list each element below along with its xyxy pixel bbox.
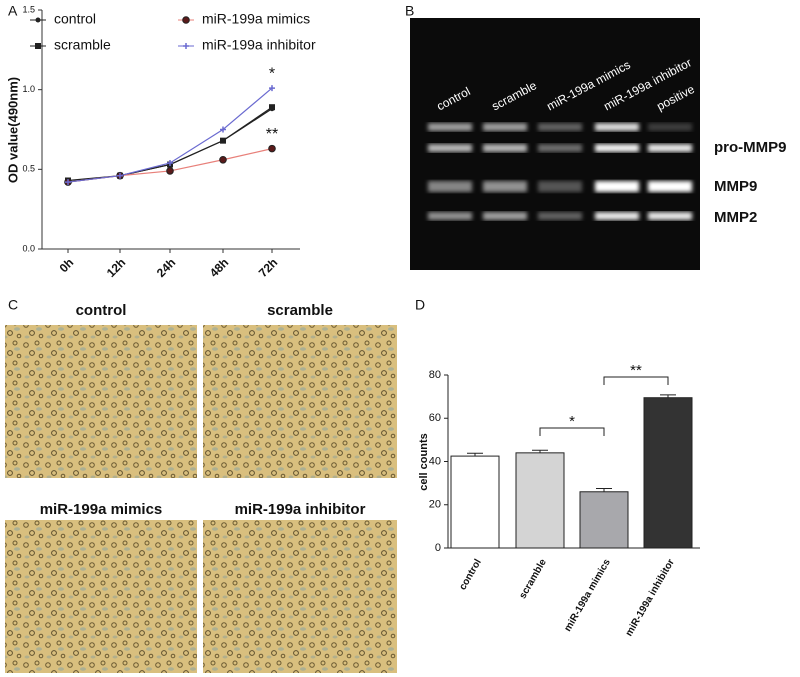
significance-bracket <box>539 427 605 436</box>
gel-band <box>483 181 527 192</box>
error-bar <box>596 488 612 492</box>
gel-band <box>483 144 527 152</box>
gel-band <box>595 123 639 131</box>
micrograph-title: miR-199a mimics <box>40 501 163 518</box>
bar <box>643 397 693 549</box>
band-label: MMP2 <box>714 209 757 226</box>
panel-label: D <box>415 297 425 313</box>
panel-label: B <box>405 3 414 19</box>
annotation: ** <box>266 126 278 143</box>
x-tick-label: 24h <box>154 255 179 280</box>
gel-band <box>483 123 527 131</box>
point <box>220 137 226 144</box>
y-tick-label: 60 <box>429 412 441 424</box>
gel-band <box>538 181 582 192</box>
gel-band <box>595 181 639 192</box>
legend-label: scramble <box>54 37 111 53</box>
y-tick-label: 80 <box>429 369 441 381</box>
bar <box>579 491 629 549</box>
gel-band <box>428 144 472 152</box>
point <box>269 85 275 92</box>
gel-band <box>595 212 639 220</box>
x-tick-label: control <box>457 557 484 592</box>
gel-band <box>648 144 692 152</box>
x-tick-label: 48h <box>207 255 232 280</box>
point <box>166 167 174 175</box>
gel-band <box>428 123 472 131</box>
x-tick-label: miR-199a mimics <box>562 557 613 634</box>
legend-label: miR-199a mimics <box>202 11 310 27</box>
x-tick-label: miR-199a inhibitor <box>624 557 677 638</box>
micrograph <box>5 325 197 478</box>
point <box>219 155 227 164</box>
band-label: pro-MMP9 <box>714 139 787 156</box>
point <box>35 43 41 49</box>
point <box>117 172 123 179</box>
y-axis-label: OD value(490nm) <box>5 77 20 183</box>
y-axis-label: cell counts <box>418 433 430 490</box>
micrograph <box>5 520 197 673</box>
significance-bracket <box>603 376 669 385</box>
gel-band <box>538 123 582 131</box>
error-bar <box>467 452 483 457</box>
legend-label: miR-199a inhibitor <box>202 37 316 53</box>
point <box>269 104 275 111</box>
micrograph-title: scramble <box>267 302 333 319</box>
panel-label: C <box>8 297 18 313</box>
point <box>35 17 41 23</box>
y-tick-label: 1.5 <box>22 4 35 14</box>
band-label: MMP9 <box>714 178 757 195</box>
gel-band <box>538 212 582 220</box>
point <box>182 16 190 24</box>
error-bar <box>532 449 548 453</box>
point <box>183 43 189 49</box>
bar <box>515 452 565 549</box>
y-tick-label: 0.0 <box>22 243 35 253</box>
y-tick-label: 0 <box>435 542 441 554</box>
gel-band <box>648 123 692 131</box>
bar <box>450 455 500 549</box>
point <box>65 179 71 186</box>
gel-band <box>595 144 639 152</box>
x-tick-label: scramble <box>517 557 549 601</box>
gel-band <box>648 181 692 192</box>
y-tick-label: 20 <box>429 499 441 511</box>
x-tick-label: 72h <box>256 255 281 280</box>
annotation: * <box>269 65 275 82</box>
y-tick-label: 0.5 <box>22 164 35 174</box>
gel-band <box>428 181 472 192</box>
legend-label: control <box>54 11 96 27</box>
point <box>268 144 276 153</box>
point <box>220 126 226 133</box>
micrograph <box>203 520 397 673</box>
x-tick-label: 0h <box>57 255 77 275</box>
annotation: * <box>569 413 575 430</box>
gel-band <box>648 212 692 220</box>
y-tick-label: 1.0 <box>22 84 35 94</box>
gel-band <box>483 212 527 220</box>
annotation: ** <box>630 362 642 379</box>
gel-band <box>428 212 472 220</box>
point <box>167 159 173 166</box>
micrograph-title: miR-199a inhibitor <box>235 501 366 518</box>
micrograph-title: control <box>76 302 127 319</box>
x-tick-label: 12h <box>104 255 129 280</box>
micrograph <box>203 325 397 478</box>
gel-band <box>538 144 582 152</box>
error-bar <box>660 394 676 398</box>
panel-label: A <box>8 3 18 19</box>
y-tick-label: 40 <box>429 455 441 467</box>
